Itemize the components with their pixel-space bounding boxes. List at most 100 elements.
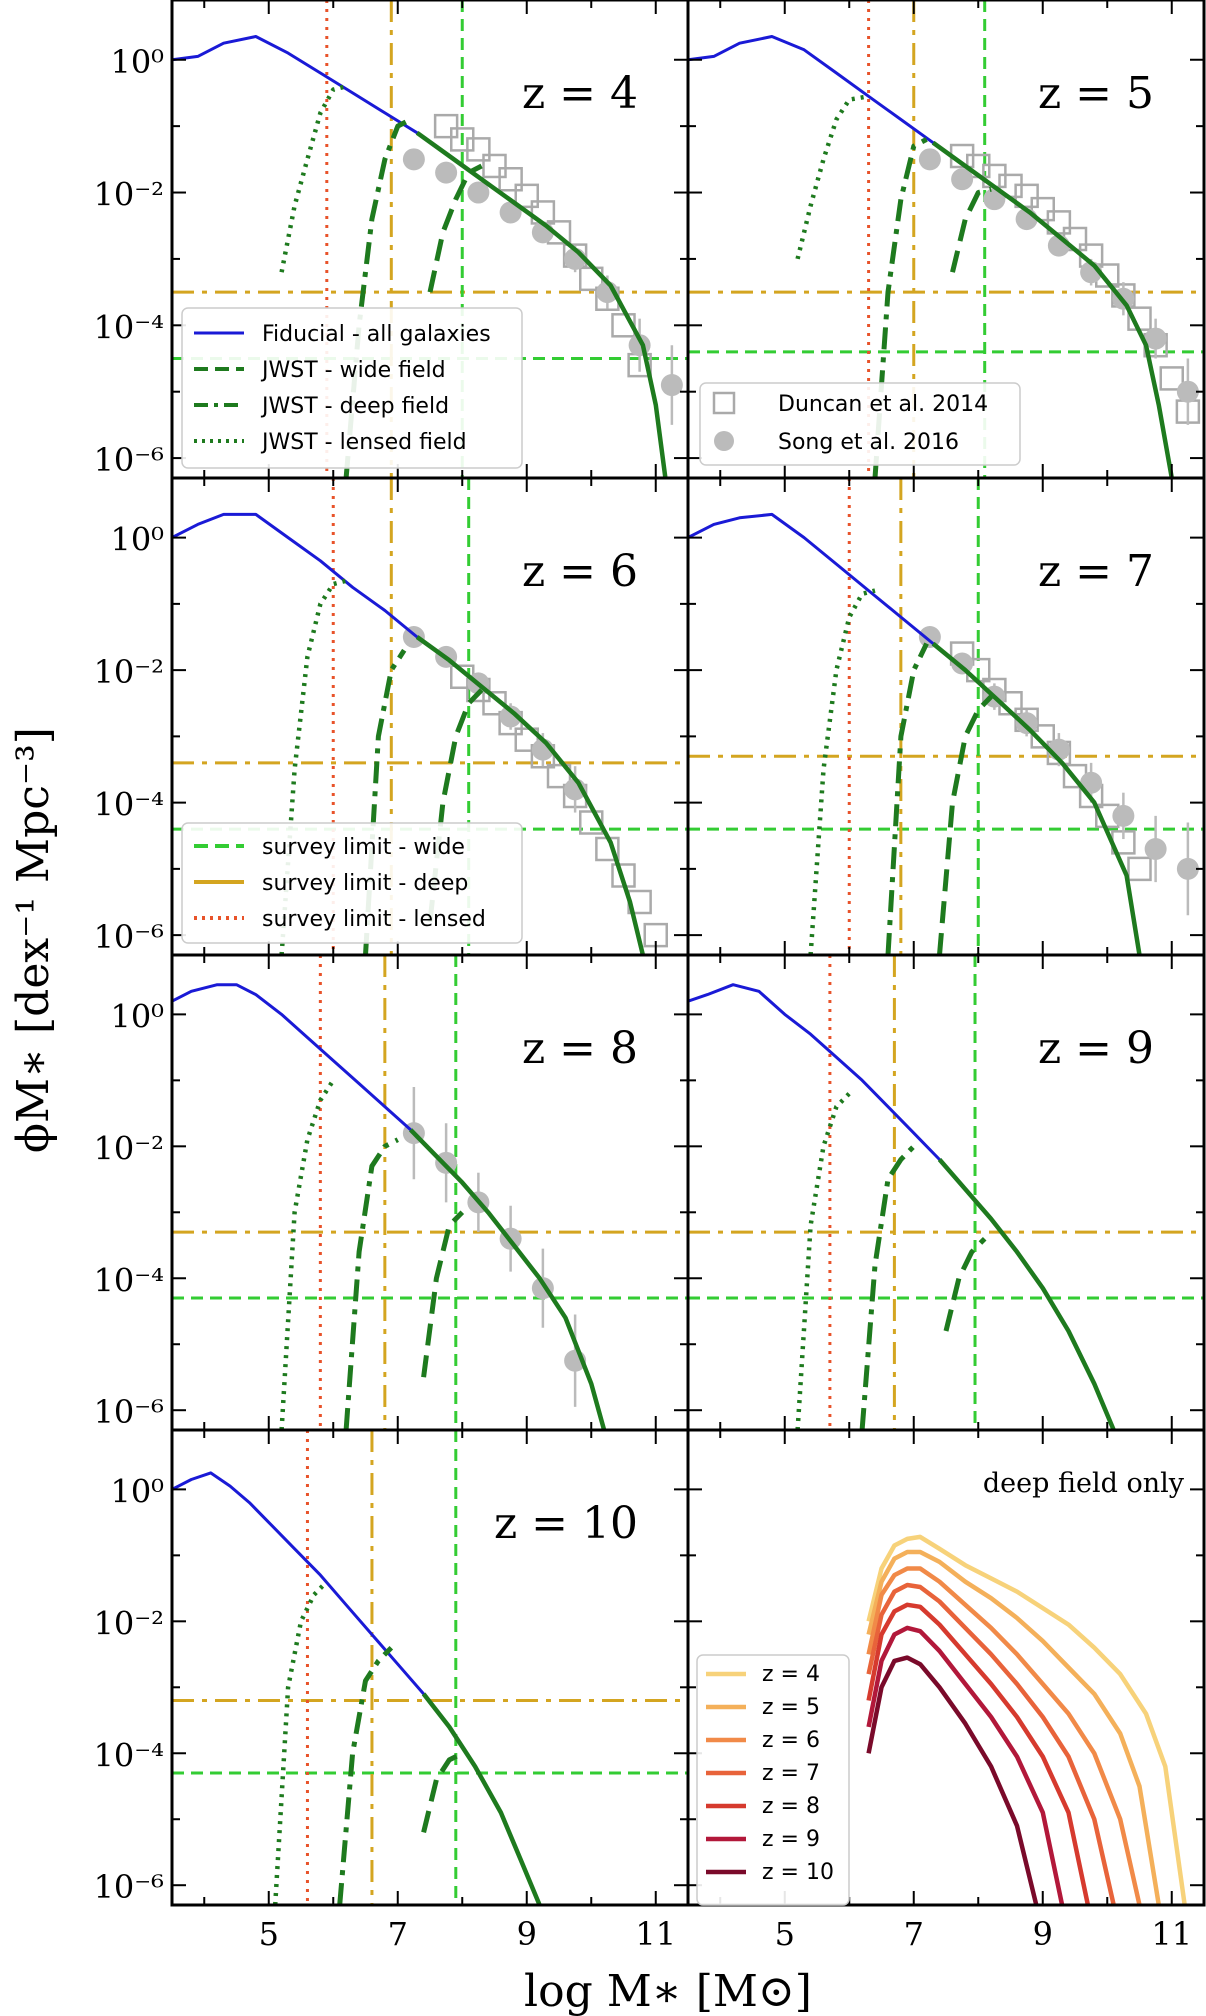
legend-duncan-marker	[712, 391, 736, 415]
x-tick-label: 5	[775, 1915, 795, 1953]
plot-area	[172, 1430, 688, 1905]
legend-model-label: JWST - deep field	[260, 394, 449, 419]
deep-series-line	[866, 1602, 1091, 1905]
jwst-deep-line	[859, 1144, 916, 1430]
y-tick-label: 10⁻⁴	[94, 1261, 164, 1299]
jwst-merged-line	[415, 130, 668, 478]
jwst-merged-line	[421, 1692, 542, 1905]
song-point	[1176, 380, 1199, 403]
duncan-point	[1030, 196, 1055, 222]
song-point	[435, 161, 458, 184]
legend-limit-label: survey limit - lensed	[262, 907, 486, 932]
y-tick-label: 10⁻⁶	[94, 441, 164, 479]
jwst-merged-line	[931, 140, 1175, 478]
redshift-label: z = 5	[1038, 68, 1154, 119]
jwst-deep-line	[343, 1137, 399, 1430]
duncan-point	[466, 137, 491, 162]
duncan-point	[514, 727, 539, 752]
y-tick-label: 10⁰	[110, 1472, 164, 1510]
deep-series-line	[866, 1625, 1065, 1905]
song-point	[918, 148, 941, 171]
deep-series-line	[866, 1655, 1039, 1905]
plot-area	[172, 955, 688, 1430]
jwst-lensed-line	[795, 1091, 851, 1430]
song-point	[1144, 838, 1167, 860]
legend-deep-label: z = 9	[762, 1827, 820, 1852]
jwst-deep-line	[885, 642, 929, 955]
x-tick-label: 9	[1033, 1915, 1053, 1953]
panel-z5: z = 5	[686, 0, 1206, 480]
duncan-point	[1046, 210, 1072, 235]
redshift-label: z = 7	[1038, 546, 1154, 597]
redshift-label: z = 10	[494, 1498, 638, 1549]
song-point	[918, 626, 941, 648]
y-tick-label: 10⁻⁶	[94, 1393, 164, 1431]
redshift-label: z = 6	[522, 546, 638, 597]
legend-observations-box	[699, 382, 1021, 466]
y-tick-label: 10⁻⁴	[94, 308, 164, 346]
y-tick-label: 10⁻²	[94, 1604, 164, 1642]
panel-z10: 10⁰ 10⁻² 10⁻⁴ 10⁻⁶ 5 7 9 11 z = 10	[94, 1428, 690, 1953]
legend-deep-label: z = 8	[762, 1794, 820, 1819]
duncan-point	[482, 691, 507, 716]
y-tick-label: 10⁻²	[94, 176, 164, 214]
y-tick-label: 10⁻⁴	[94, 786, 164, 824]
legend-deep: z = 4 z = 5 z = 6 z = 7 z = 8 z = 9 z = 10	[696, 1654, 850, 1906]
jwst-lensed-line	[279, 84, 347, 273]
jwst-deep-line	[343, 117, 412, 478]
jwst-lensed-line	[279, 578, 347, 955]
song-point	[467, 181, 490, 204]
jwst-wide-line	[950, 186, 992, 273]
legend-model-box	[181, 307, 523, 469]
plot-area	[688, 0, 1204, 478]
panel-z7: z = 7	[686, 476, 1206, 957]
song-point	[983, 188, 1006, 211]
duncan-point	[1127, 856, 1152, 882]
jwst-merged-line	[937, 1158, 1116, 1430]
plot-area	[688, 478, 1204, 955]
song-point	[1112, 804, 1135, 827]
x-tick-label: 11	[635, 1915, 676, 1953]
song-point	[499, 201, 522, 224]
y-tick-label: 10⁻²	[94, 1129, 164, 1167]
jwst-deep-line	[337, 1645, 394, 1905]
duncan-point	[1014, 183, 1039, 209]
legend-limit-label: survey limit - wide	[262, 835, 465, 860]
legend-deep-label: z = 5	[762, 1695, 820, 1720]
legend-deep-box	[696, 1654, 850, 1906]
deep-field-note: deep field only	[983, 1468, 1185, 1499]
song-point	[660, 374, 683, 397]
x-tick-label: 5	[259, 1915, 279, 1953]
plot-area	[688, 955, 1204, 1430]
legend-deep-label: z = 4	[762, 1662, 820, 1687]
jwst-wide-line	[421, 1210, 465, 1378]
legend-deep-label: z = 6	[762, 1728, 820, 1753]
y-tick-label: 10⁰	[110, 997, 164, 1035]
legend-limits: survey limit - wide survey limit - deep su…	[181, 822, 523, 944]
jwst-merged-line	[931, 641, 1142, 955]
song-point	[951, 652, 974, 675]
song-point	[1080, 771, 1103, 794]
jwst-lensed-line	[272, 1580, 329, 1905]
jwst-wide-line	[937, 694, 993, 955]
song-point	[402, 148, 425, 171]
deep-series-line	[866, 1566, 1142, 1905]
redshift-label: z = 9	[1038, 1023, 1154, 1074]
jwst-lensed-line	[808, 588, 876, 955]
song-point	[1015, 712, 1038, 735]
legend-duncan-label: Duncan et al. 2014	[778, 392, 988, 417]
y-tick-label: 10⁰	[110, 43, 164, 81]
legend-deep-label: z = 7	[762, 1761, 820, 1786]
duncan-point	[482, 153, 507, 179]
legend-model: Fiducial - all galaxies JWST - wide field…	[181, 307, 523, 469]
legend-model-label: Fiducial - all galaxies	[262, 322, 491, 347]
duncan-point	[1159, 366, 1184, 391]
song-point	[1176, 857, 1199, 880]
deep-series-line	[866, 1549, 1162, 1905]
legend-limit-label: survey limit - deep	[262, 871, 468, 896]
jwst-lensed-line	[279, 1079, 336, 1430]
redshift-label: z = 4	[522, 68, 638, 119]
jwst-lensed-line	[795, 94, 869, 260]
song-point	[951, 168, 974, 191]
jwst-merged-line	[408, 1128, 607, 1430]
